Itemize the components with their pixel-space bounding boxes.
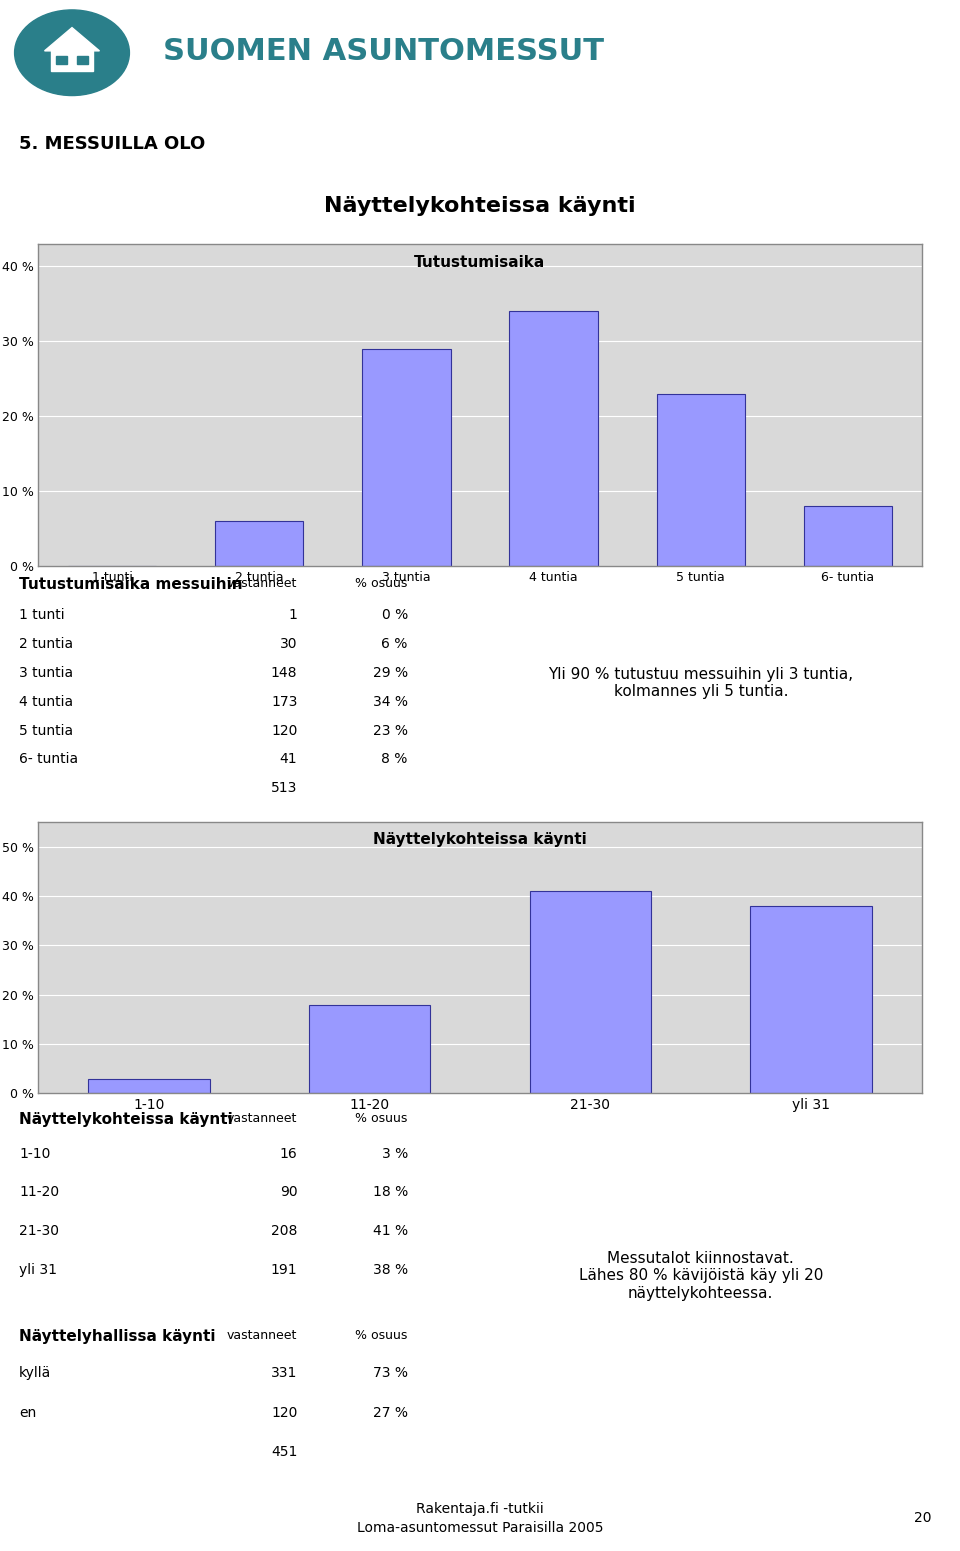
Bar <box>56 56 67 64</box>
Text: 8 %: 8 % <box>381 752 408 766</box>
Bar <box>657 394 745 566</box>
Bar <box>309 1005 430 1093</box>
Text: 173: 173 <box>271 695 298 709</box>
Text: vastanneet: vastanneet <box>227 1112 298 1124</box>
Text: 148: 148 <box>271 665 298 679</box>
Text: 0 %: 0 % <box>381 608 408 622</box>
Text: 191: 191 <box>271 1263 298 1276</box>
Text: 1-10: 1-10 <box>19 1146 51 1160</box>
Text: Messutalot kiinnostavat.
Lähes 80 % kävijöistä käy yli 20
näyttelykohteessa.: Messutalot kiinnostavat. Lähes 80 % kävi… <box>579 1250 823 1301</box>
Text: 73 %: 73 % <box>372 1366 408 1380</box>
Text: Tutustumisaika: Tutustumisaika <box>415 254 545 270</box>
Bar <box>530 892 651 1093</box>
Text: 1: 1 <box>289 608 298 622</box>
Text: 38 %: 38 % <box>372 1263 408 1276</box>
Text: 5. MESSUILLA OLO: 5. MESSUILLA OLO <box>19 135 205 154</box>
Bar <box>215 521 303 566</box>
Text: SUOMEN ASUNTOMESSUT: SUOMEN ASUNTOMESSUT <box>163 37 604 67</box>
Text: 18 %: 18 % <box>372 1185 408 1199</box>
Text: 5 tuntia: 5 tuntia <box>19 724 73 738</box>
Text: 208: 208 <box>271 1224 298 1238</box>
Text: % osuus: % osuus <box>355 1112 408 1124</box>
Text: 1 tunti: 1 tunti <box>19 608 65 622</box>
Text: Loma-asuntomessut Paraisilla 2005: Loma-asuntomessut Paraisilla 2005 <box>357 1520 603 1535</box>
Text: 6 %: 6 % <box>381 637 408 651</box>
Bar <box>51 50 93 71</box>
Text: % osuus: % osuus <box>355 1329 408 1342</box>
Text: Näyttelykohteissa käynti: Näyttelykohteissa käynti <box>19 1112 233 1128</box>
Text: 451: 451 <box>271 1446 298 1459</box>
Text: 2 tuntia: 2 tuntia <box>19 637 73 651</box>
Bar <box>510 312 598 566</box>
Text: Rakentaja.fi -tutkii: Rakentaja.fi -tutkii <box>416 1501 544 1517</box>
Text: 120: 120 <box>271 1405 298 1419</box>
Text: kyllä: kyllä <box>19 1366 52 1380</box>
Text: yli 31: yli 31 <box>19 1263 58 1276</box>
Bar <box>88 1078 209 1093</box>
Text: Näyttelyhallissa käynti: Näyttelyhallissa käynti <box>19 1329 216 1345</box>
Text: % osuus: % osuus <box>355 577 408 589</box>
Text: 120: 120 <box>271 724 298 738</box>
Polygon shape <box>44 28 100 51</box>
Text: vastanneet: vastanneet <box>227 577 298 589</box>
Text: 41: 41 <box>279 752 298 766</box>
Bar <box>77 56 88 64</box>
Text: vastanneet: vastanneet <box>227 1329 298 1342</box>
Text: 11-20: 11-20 <box>19 1185 60 1199</box>
Text: 30: 30 <box>280 637 298 651</box>
Text: 27 %: 27 % <box>372 1405 408 1419</box>
Text: 90: 90 <box>279 1185 298 1199</box>
Text: 3 tuntia: 3 tuntia <box>19 665 73 679</box>
Text: Näyttelykohteissa käynti: Näyttelykohteissa käynti <box>324 197 636 216</box>
Text: 331: 331 <box>271 1366 298 1380</box>
Text: en: en <box>19 1405 36 1419</box>
Bar <box>804 506 892 566</box>
Text: 16: 16 <box>279 1146 298 1160</box>
Text: 4 tuntia: 4 tuntia <box>19 695 73 709</box>
Text: 23 %: 23 % <box>372 724 408 738</box>
Circle shape <box>14 9 130 96</box>
Text: 513: 513 <box>271 782 298 796</box>
Text: 34 %: 34 % <box>372 695 408 709</box>
Text: 20: 20 <box>914 1511 931 1526</box>
Bar <box>751 906 872 1093</box>
Text: 41 %: 41 % <box>372 1224 408 1238</box>
Text: 29 %: 29 % <box>372 665 408 679</box>
Text: Yli 90 % tutustuu messuihin yli 3 tuntia,
kolmannes yli 5 tuntia.: Yli 90 % tutustuu messuihin yli 3 tuntia… <box>548 667 853 700</box>
Text: Näyttelykohteissa käynti: Näyttelykohteissa käynti <box>373 831 587 847</box>
Text: 21-30: 21-30 <box>19 1224 60 1238</box>
Text: Tutustumisaika messuihin: Tutustumisaika messuihin <box>19 577 243 592</box>
Bar <box>362 349 450 566</box>
Text: 6- tuntia: 6- tuntia <box>19 752 79 766</box>
Text: 3 %: 3 % <box>381 1146 408 1160</box>
